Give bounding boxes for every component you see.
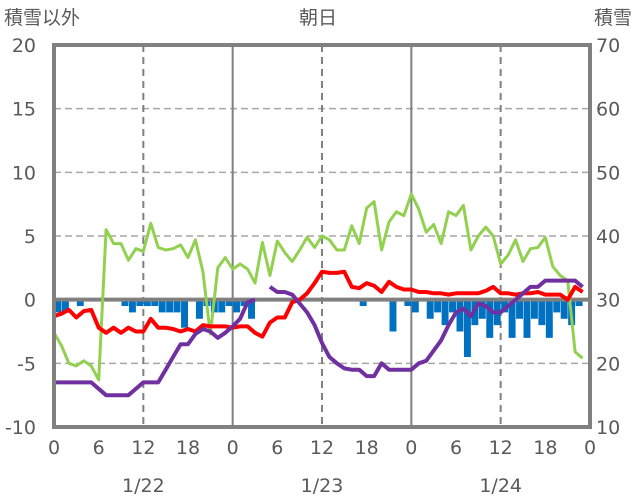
- x-tick-label: 0: [48, 437, 60, 459]
- series-line-green: [52, 192, 584, 382]
- bar-blue: [516, 299, 523, 319]
- bar-blue: [54, 299, 62, 313]
- x-tick-label: 0: [584, 437, 596, 459]
- bar-blue: [225, 299, 233, 307]
- bar-blue: [523, 299, 531, 338]
- bar-blue: [456, 299, 464, 332]
- bar-blue: [136, 299, 144, 307]
- bar-blue: [128, 299, 136, 313]
- bar-blue: [486, 299, 494, 338]
- bar-blue: [248, 299, 255, 319]
- bar-blue: [389, 299, 397, 332]
- bar-blue: [158, 299, 166, 313]
- series-line-red: [53, 269, 584, 339]
- bar-blue: [240, 299, 248, 307]
- bar-blue: [530, 299, 538, 319]
- bar-blue: [181, 299, 188, 328]
- x-tick-label: 6: [93, 437, 105, 459]
- bar-blue: [508, 299, 516, 338]
- bar-blue: [501, 299, 509, 313]
- left-axis-title: 積雪以外: [4, 7, 80, 29]
- bar-blue: [411, 299, 419, 313]
- plot-frame: [52, 43, 592, 429]
- line-series: [52, 192, 590, 398]
- left-tick-label: 20: [12, 35, 36, 57]
- left-tick-label: -10: [5, 417, 36, 439]
- bar-blue: [545, 299, 553, 338]
- x-tick-label: 12: [310, 437, 334, 459]
- bar-blue: [553, 299, 561, 313]
- left-tick-label: 5: [24, 226, 36, 248]
- bar-blue: [233, 299, 241, 313]
- bar-blue: [560, 299, 568, 319]
- bar-blue: [575, 299, 583, 307]
- x-tick-label: 12: [489, 437, 513, 459]
- right-tick-label: 70: [596, 35, 620, 57]
- bar-blue: [61, 299, 69, 313]
- right-tick-label: 20: [596, 353, 620, 375]
- bar-blue: [404, 299, 412, 307]
- bar-blue: [218, 299, 226, 313]
- bar-blue: [441, 299, 449, 326]
- x-tick-label: 18: [176, 437, 200, 459]
- series-line-purple: [54, 278, 584, 398]
- bar-blue: [449, 299, 456, 313]
- left-tick-label: 15: [12, 99, 36, 121]
- bar-blue: [195, 299, 203, 319]
- x-tick-label: 18: [533, 437, 557, 459]
- bar-blue: [463, 299, 471, 357]
- bar-blue: [166, 299, 174, 313]
- bar-blue: [173, 299, 181, 313]
- right-tick-label: 10: [596, 417, 620, 439]
- x-tick-label: 0: [227, 437, 239, 459]
- bar-blue: [434, 299, 442, 313]
- right-tick-label: 50: [596, 162, 620, 184]
- x-tick-label: 12: [131, 437, 155, 459]
- bar-blue: [359, 299, 367, 307]
- bar-blue: [478, 299, 486, 319]
- chart-title: 朝日: [299, 7, 337, 29]
- left-tick-label: 0: [24, 290, 36, 312]
- bar-blue: [538, 299, 546, 326]
- x-tick-label: 6: [450, 437, 462, 459]
- left-tick-label: -5: [17, 353, 36, 375]
- date-label: 1/23: [301, 475, 344, 497]
- right-axis-title: 積雪: [594, 7, 632, 29]
- x-tick-label: 0: [405, 437, 417, 459]
- bar-blue: [151, 299, 159, 307]
- bar-blue: [143, 299, 151, 307]
- date-label: 1/24: [479, 475, 522, 497]
- bar-blue: [121, 299, 129, 307]
- right-tick-label: 30: [596, 290, 620, 312]
- right-tick-label: 40: [596, 226, 620, 248]
- left-tick-label: 10: [12, 162, 36, 184]
- bar-blue: [426, 299, 434, 319]
- bar-blue: [76, 299, 84, 307]
- x-tick-label: 6: [271, 437, 283, 459]
- date-label: 1/22: [122, 475, 165, 497]
- x-tick-label: 18: [355, 437, 379, 459]
- right-tick-label: 60: [596, 99, 620, 121]
